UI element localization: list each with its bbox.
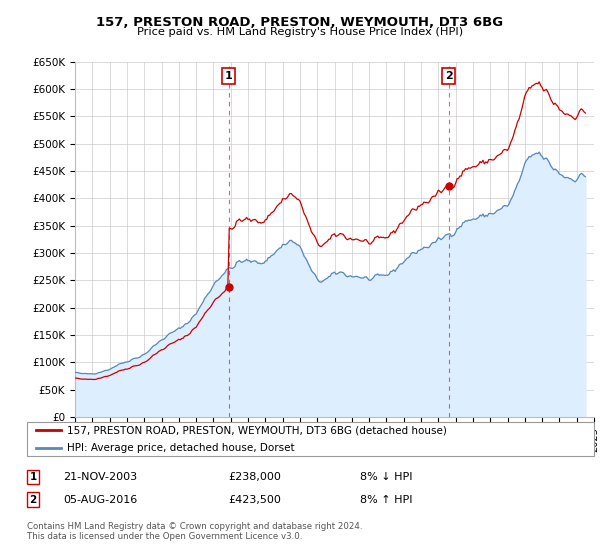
Text: 21-NOV-2003: 21-NOV-2003 bbox=[63, 472, 137, 482]
Text: £238,000: £238,000 bbox=[228, 472, 281, 482]
Text: 157, PRESTON ROAD, PRESTON, WEYMOUTH, DT3 6BG: 157, PRESTON ROAD, PRESTON, WEYMOUTH, DT… bbox=[97, 16, 503, 29]
Text: 8% ↑ HPI: 8% ↑ HPI bbox=[360, 494, 413, 505]
Text: HPI: Average price, detached house, Dorset: HPI: Average price, detached house, Dors… bbox=[67, 443, 295, 452]
Text: 8% ↓ HPI: 8% ↓ HPI bbox=[360, 472, 413, 482]
FancyBboxPatch shape bbox=[27, 422, 594, 456]
Text: 1: 1 bbox=[225, 71, 233, 81]
Text: 1: 1 bbox=[29, 472, 37, 482]
Text: 157, PRESTON ROAD, PRESTON, WEYMOUTH, DT3 6BG (detached house): 157, PRESTON ROAD, PRESTON, WEYMOUTH, DT… bbox=[67, 426, 446, 435]
Text: Price paid vs. HM Land Registry's House Price Index (HPI): Price paid vs. HM Land Registry's House … bbox=[137, 27, 463, 37]
Text: £423,500: £423,500 bbox=[228, 494, 281, 505]
Text: 2: 2 bbox=[29, 494, 37, 505]
Text: 05-AUG-2016: 05-AUG-2016 bbox=[63, 494, 137, 505]
Text: Contains HM Land Registry data © Crown copyright and database right 2024.
This d: Contains HM Land Registry data © Crown c… bbox=[27, 522, 362, 542]
Text: 2: 2 bbox=[445, 71, 452, 81]
